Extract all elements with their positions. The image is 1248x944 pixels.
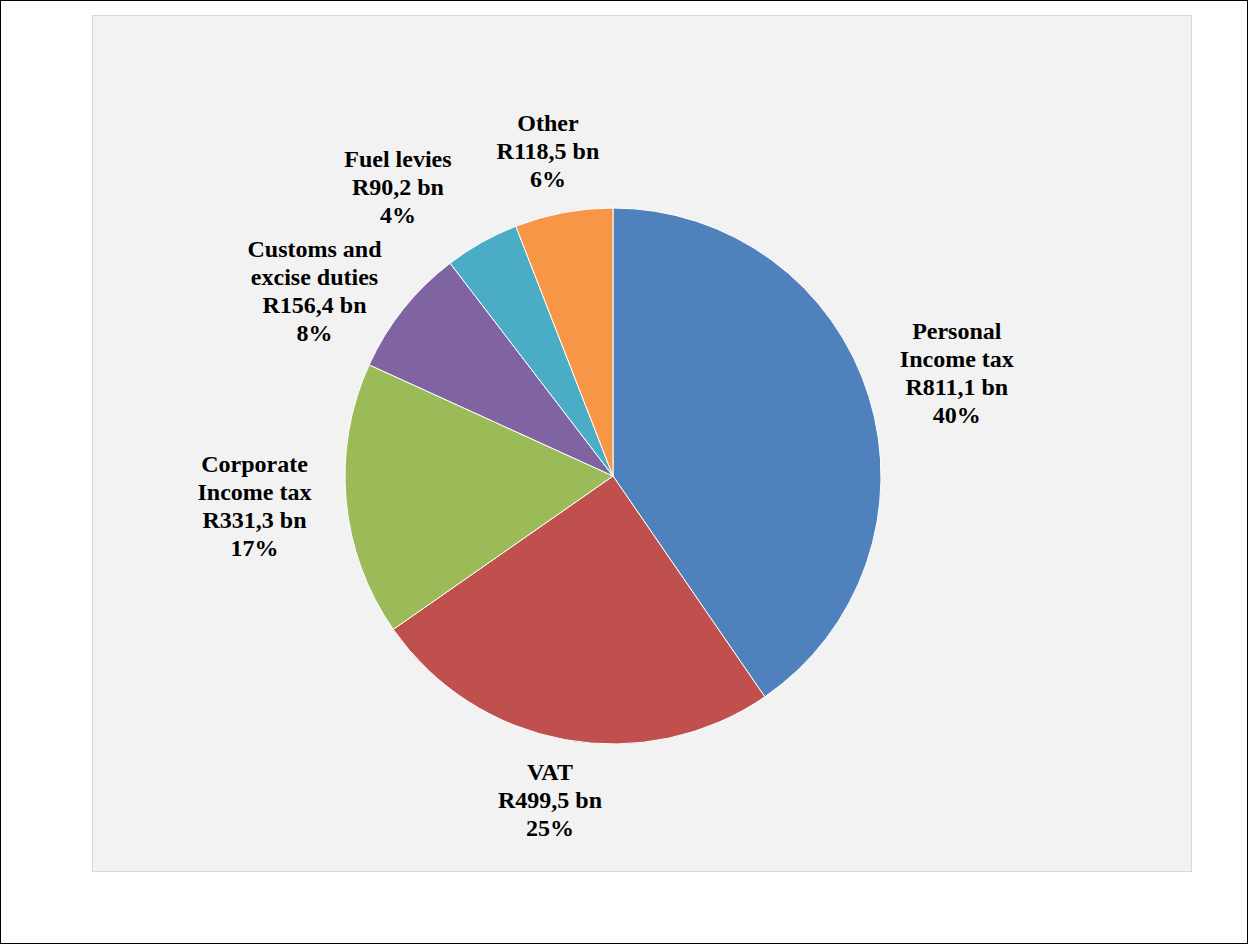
svg-text:Customs andexcise dutiesR156,4: Customs andexcise dutiesR156,4 bn8% [247, 236, 382, 346]
svg-text:VATR499,5 bn25%: VATR499,5 bn25% [498, 759, 602, 841]
svg-text:PersonalIncome taxR811,1 bn40%: PersonalIncome taxR811,1 bn40% [900, 318, 1014, 428]
svg-text:CorporateIncome taxR331,3 bn17: CorporateIncome taxR331,3 bn17% [197, 451, 311, 561]
svg-text:Fuel leviesR90,2 bn4%: Fuel leviesR90,2 bn4% [344, 146, 451, 228]
svg-text:OtherR118,5 bn6%: OtherR118,5 bn6% [497, 110, 600, 192]
